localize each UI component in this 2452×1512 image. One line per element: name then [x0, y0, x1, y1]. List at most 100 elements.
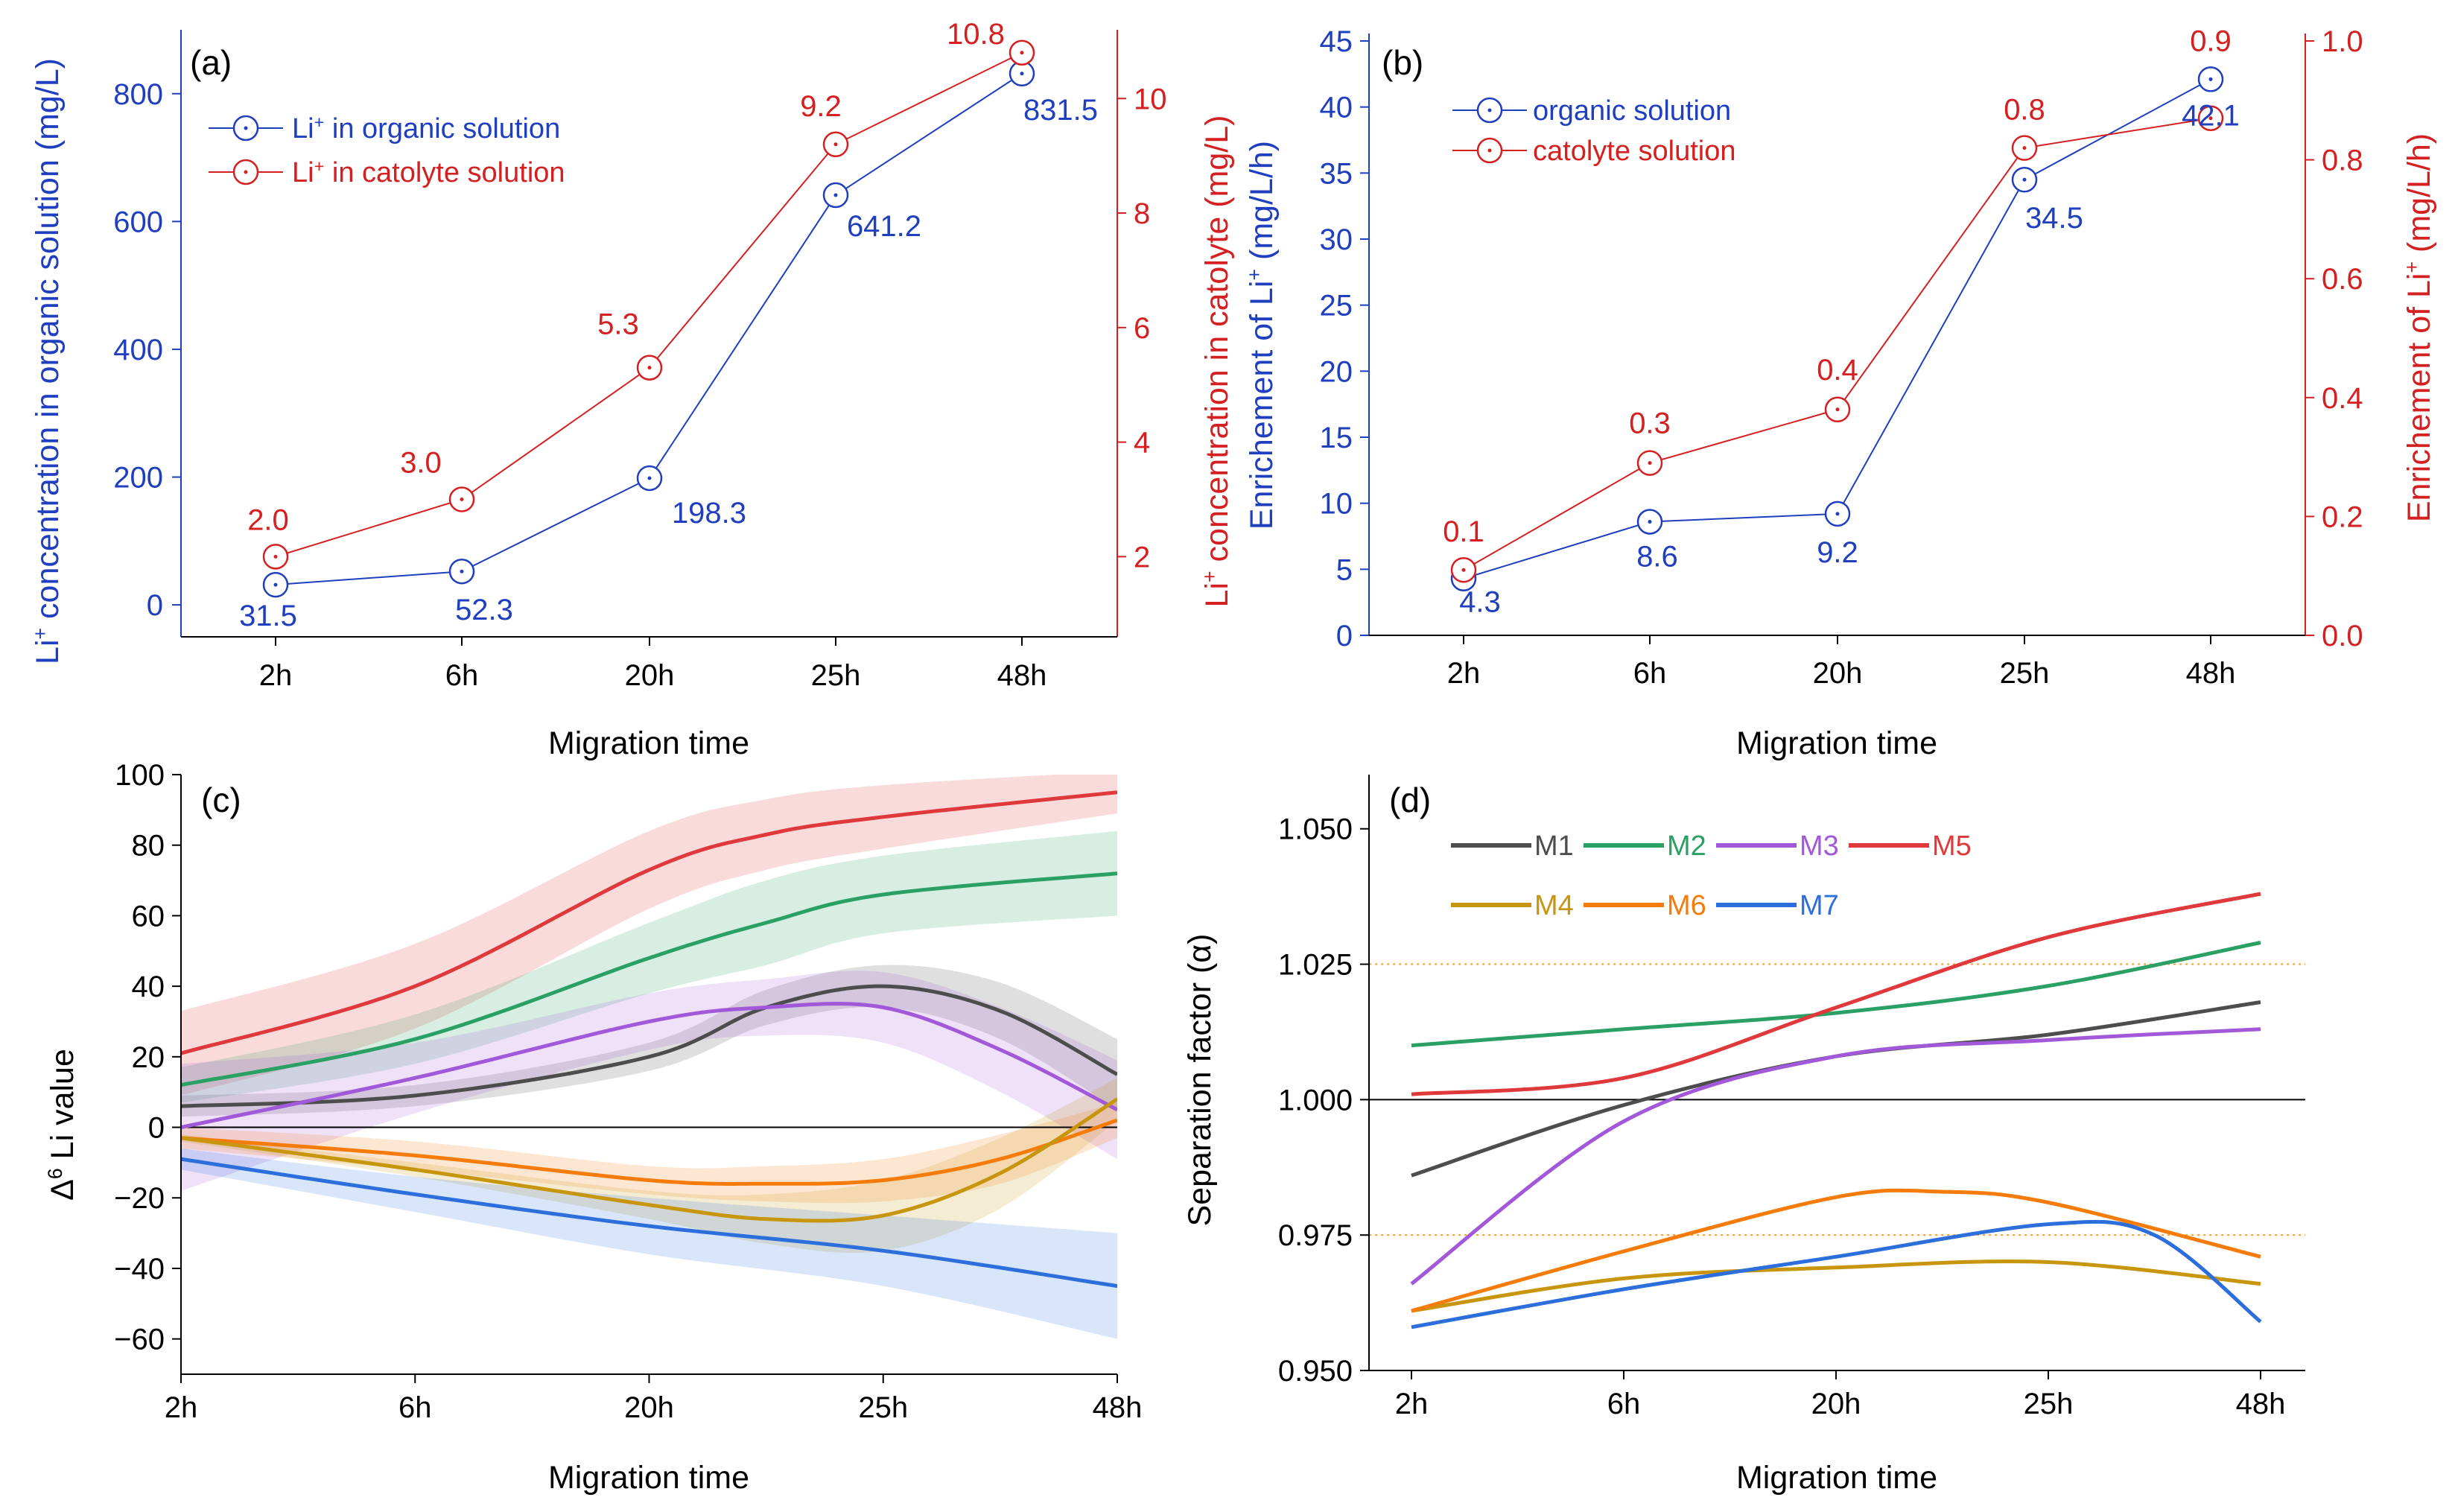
y-left-axis-title: Enrichement of Li+ (mg/L/h) [1243, 141, 1280, 530]
y-left-tick-label: 600 [113, 206, 163, 238]
y-right-axis-title: Enrichement of Li+ (mg/L/h) [2401, 133, 2437, 522]
series-line-M6 [181, 1118, 1117, 1186]
panel-d: 0.950 0.975 1.000 1.025 1.050 2h 6h 20h 25h 48h Mi… [1182, 775, 2305, 1496]
y-left-tick-label: 45 [1320, 25, 1353, 58]
legend-entry-post: in catolyte solution [324, 157, 565, 188]
x-axis-title: Migration time [548, 725, 749, 761]
y-axis-title: Δ6 Li value [44, 1049, 80, 1201]
catolyte-data-label: 0.3 [1629, 407, 1671, 440]
x-tick-label: 20h [625, 659, 675, 692]
y-tick-label: 0.950 [1278, 1355, 1353, 1388]
series-line-M2 [181, 871, 1117, 1087]
panel-label: (a) [190, 43, 232, 82]
series-line-M7 [1411, 1219, 2262, 1330]
y-tick-label: 40 [132, 971, 165, 1003]
organic-data-label: 9.2 [1817, 536, 1858, 569]
series-line-M2 [1411, 941, 2261, 1048]
series-organic-line [275, 72, 1023, 586]
y-left-tick-label: 40 [1320, 92, 1353, 124]
y-right-tick-label: 0.4 [2322, 382, 2363, 415]
catolyte-data-label: 5.3 [597, 308, 639, 341]
y-tick-label: 60 [132, 900, 165, 933]
organic-point-dot [1020, 72, 1024, 76]
y-axis-title: Separation factor (α) [1182, 934, 1218, 1227]
y-tick-label: 0 [148, 1112, 165, 1145]
x-tick-label: 25h [811, 659, 861, 692]
y-right-tick-label: 10 [1134, 83, 1167, 115]
y-right-tick-label: 0.8 [2322, 144, 2363, 177]
panel-c: −60 −40 −20 0 20 40 60 80 100 2h 6h 20h 25h 48h Migrat… [44, 759, 1142, 1496]
panel-b: 0 5 10 15 20 25 30 35 40 45 0.0 0.2 0.4 0.6 0.8 1.0 2h 6h… [1243, 25, 2437, 761]
y-tick-label: −20 [114, 1182, 165, 1215]
organic-point-dot [460, 569, 464, 574]
legend-entry: Li+ in catolyte solution [292, 156, 565, 188]
legend-entry-sup: + [314, 112, 325, 132]
y-left-axis-title: Li+ concentration in organic solution (m… [29, 58, 66, 664]
organic-data-label: 641.2 [847, 210, 921, 243]
y-left-tick-label: 15 [1320, 422, 1353, 454]
y-right-tick-label: 2 [1134, 541, 1150, 574]
organic-data-label: 4.3 [1459, 586, 1501, 619]
panel-label: (d) [1389, 781, 1431, 819]
catolyte-point-dot [1648, 461, 1652, 466]
legend-entry: organic solution [1533, 95, 1731, 127]
catolyte-data-label: 0.9 [2190, 25, 2232, 58]
band-M3 [181, 971, 1117, 1191]
x-tick-label: 2h [1447, 657, 1481, 690]
y-axis-title-pre: Δ [45, 1179, 80, 1201]
catolyte-data-label: 0.8 [2004, 94, 2045, 127]
y-left-axis-title-post: concentration in organic solution (mg/L) [30, 58, 66, 628]
legend-label-M1: M1 [1534, 830, 1574, 862]
legend-marker-dot [1487, 108, 1492, 112]
band-M5 [181, 775, 1117, 1096]
catolyte-point-dot [647, 366, 652, 370]
catolyte-point-dot [273, 554, 278, 559]
y-axis-title-post: Li value [45, 1049, 80, 1168]
y-left-tick-label: 35 [1320, 157, 1353, 190]
y-right-tick-label: 8 [1134, 197, 1150, 230]
y-tick-label: 100 [115, 759, 165, 792]
x-tick-label: 2h [1395, 1388, 1429, 1420]
y-left-tick-label: 10 [1320, 488, 1353, 521]
series-line-M4 [181, 1097, 1117, 1223]
catolyte-data-label: 0.1 [1443, 515, 1484, 548]
x-axis-title: Migration time [1736, 1460, 1937, 1496]
y-left-axis-title-pre: Enrichement of Li [1244, 281, 1280, 530]
catolyte-data-label: 3.0 [400, 446, 442, 479]
y-left-tick-label: 400 [113, 334, 163, 366]
organic-point-dot [833, 193, 838, 197]
organic-data-label: 198.3 [672, 497, 746, 530]
series-line-M5 [1411, 892, 2261, 1096]
legend-entry-pre: Li [292, 113, 314, 144]
y-tick-label: 1.000 [1278, 1084, 1353, 1116]
series-line-M3 [1410, 1027, 2261, 1286]
catolyte-point-dot [2208, 116, 2213, 121]
panel-label: (c) [201, 781, 241, 819]
y-left-tick-label: 800 [113, 78, 163, 111]
y-right-tick-label: 0.6 [2322, 263, 2363, 296]
x-tick-label: 25h [2024, 1388, 2074, 1420]
series-line-M3 [181, 1001, 1117, 1129]
band-M4 [181, 1078, 1117, 1254]
y-left-tick-label: 20 [1320, 355, 1353, 388]
legend-entry-post: in organic solution [324, 113, 560, 144]
organic-point-dot [1648, 519, 1652, 524]
legend-label-M6: M6 [1667, 890, 1706, 921]
y-right-tick-label: 6 [1134, 312, 1150, 345]
x-tick-label: 20h [1811, 1388, 1861, 1420]
catolyte-point-dot [2022, 146, 2027, 150]
organic-data-label: 31.5 [239, 600, 297, 632]
y-left-tick-label: 25 [1320, 290, 1353, 323]
catolyte-data-label: 0.4 [1817, 354, 1858, 387]
organic-point-dot [647, 476, 652, 480]
y-tick-label: −40 [114, 1253, 165, 1286]
x-tick-label: 6h [398, 1391, 432, 1424]
y-left-axis-title-sup: + [1243, 269, 1265, 281]
y-right-axis-title-post: (mg/L/h) [2401, 133, 2437, 261]
organic-point-dot [273, 582, 278, 587]
x-tick-label: 48h [2236, 1388, 2286, 1420]
y-left-axis-title-post: (mg/L/h) [1244, 141, 1280, 269]
organic-data-label: 8.6 [1636, 540, 1678, 573]
x-tick-label: 20h [1813, 657, 1863, 690]
catolyte-point-dot [1461, 568, 1466, 572]
